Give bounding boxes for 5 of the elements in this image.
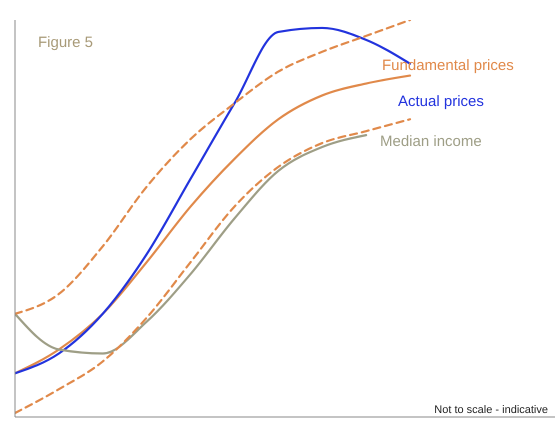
text: Figure 5 <box>38 34 94 51</box>
series-label: Fundamental prices <box>382 57 514 74</box>
text: Not to scale - indicative <box>434 404 548 416</box>
text: Actual prices <box>398 93 484 110</box>
series-label: Median income <box>380 133 482 150</box>
